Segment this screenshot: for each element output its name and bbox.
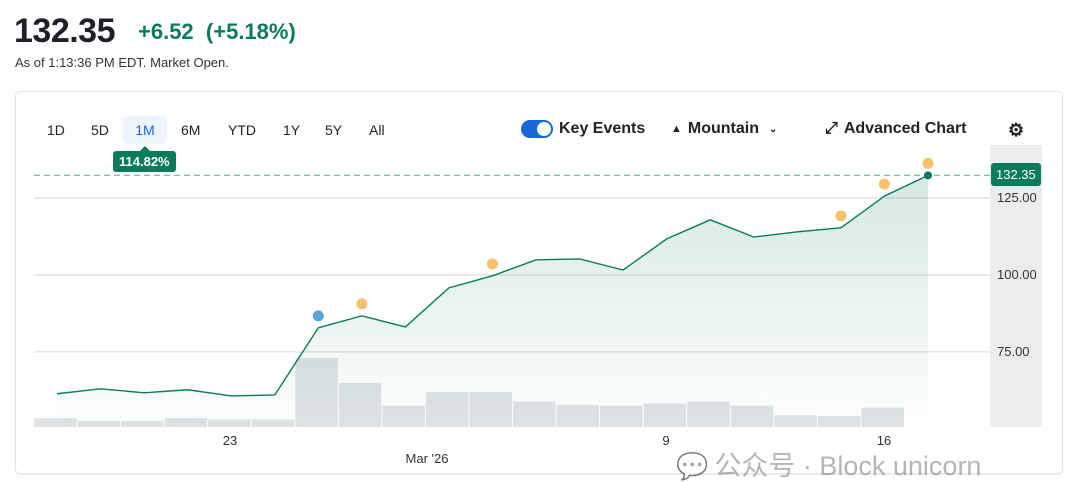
tab-5y[interactable]: 5Y [325, 122, 343, 138]
tab-1y[interactable]: 1Y [283, 122, 301, 138]
x-month-label: Mar '26 [405, 451, 449, 466]
y-axis-band [990, 145, 1042, 427]
watermark-text: 公众号 · Block unicorn [714, 451, 982, 481]
y-tick-75: 75.00 [997, 344, 1030, 359]
as-of-timestamp: As of 1:13:36 PM EDT. Market Open. [15, 55, 229, 70]
chart-card [15, 91, 1063, 474]
key-events-toggle[interactable]: Key Events [521, 120, 645, 138]
expand-icon: ⤢ [825, 120, 838, 137]
mountain-icon: ▲ [671, 123, 682, 135]
x-tick-16: 16 [876, 433, 892, 448]
toggle-switch[interactable] [521, 120, 553, 138]
range-return-tooltip: 114.82% [113, 146, 176, 172]
tab-5d[interactable]: 5D [91, 122, 109, 138]
key-event-marker[interactable] [356, 298, 368, 310]
wechat-icon: 💬 [676, 451, 709, 481]
chart-type-label: Mountain [687, 120, 759, 137]
last-price-tag: 132.35 [991, 163, 1041, 186]
tab-all[interactable]: All [369, 122, 385, 138]
key-event-marker[interactable] [835, 210, 847, 222]
price-change: +6.52 (+5.18%) [138, 19, 296, 45]
tab-1d[interactable]: 1D [47, 122, 65, 138]
chevron-down-icon: ⌄ [768, 123, 778, 135]
change-pct: (+5.18%) [205, 19, 296, 44]
change-abs: +6.52 [138, 19, 194, 44]
advanced-chart-button[interactable]: ⤢ Advanced Chart [825, 120, 967, 138]
key-event-marker[interactable] [922, 157, 934, 169]
chart-type-dropdown[interactable]: ▲ Mountain ⌄ [671, 120, 777, 138]
tab-6m[interactable]: 6M [181, 122, 201, 138]
key-events-label: Key Events [559, 120, 646, 137]
volume-bar [34, 418, 77, 427]
area-fill [57, 175, 928, 427]
y-tick-100: 100.00 [997, 267, 1037, 282]
key-event-marker[interactable] [487, 258, 498, 270]
tab-ytd[interactable]: YTD [228, 122, 256, 138]
watermark: 💬 公众号 · Block unicorn [676, 451, 981, 481]
settings-gear-icon[interactable]: ⚙ [1008, 120, 1025, 140]
key-event-marker[interactable] [878, 178, 890, 190]
y-tick-125: 125.00 [997, 190, 1037, 205]
tab-1m[interactable]: 1M [123, 116, 167, 144]
x-tick-9: 9 [662, 433, 670, 448]
price-line [56, 174, 929, 397]
current-price: 132.35 [14, 12, 116, 50]
key-event-marker[interactable] [312, 310, 324, 322]
advanced-chart-label: Advanced Chart [843, 120, 967, 137]
last-price-dot [924, 171, 932, 180]
x-tick-23: 23 [222, 433, 238, 448]
